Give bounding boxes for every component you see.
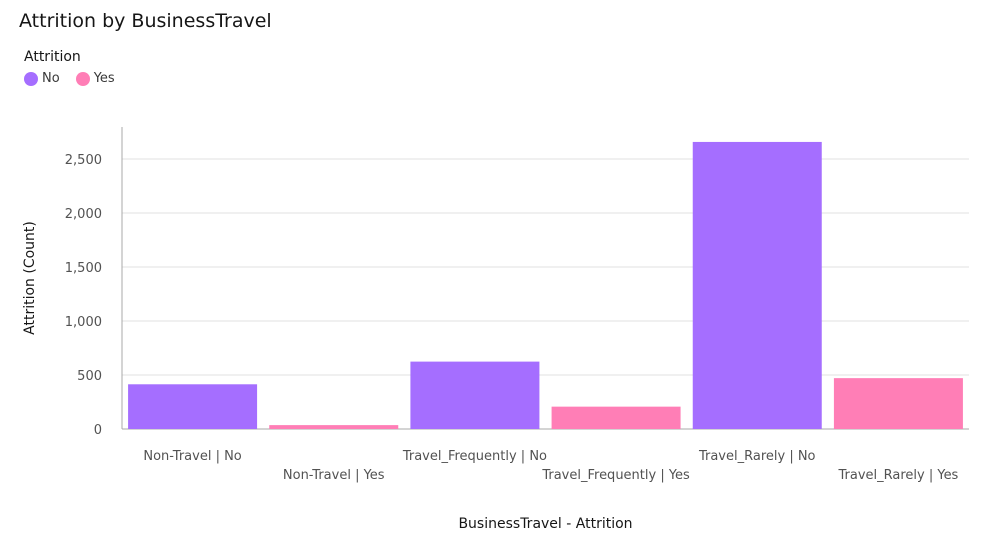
legend-item-no[interactable]: No [24, 71, 60, 86]
bar [833, 378, 963, 429]
x-axis-title: BusinessTravel - Attrition [458, 516, 632, 532]
legend-swatch-yes [75, 71, 90, 86]
bar [551, 406, 681, 429]
y-tick-label: 2,500 [65, 153, 102, 168]
bar [410, 361, 540, 429]
legend-label-no: No [42, 71, 60, 86]
x-tick-label: Travel_Frequently | No [402, 449, 547, 464]
y-axis-title: Attrition (Count) [22, 221, 38, 335]
x-tick-label: Non-Travel | Yes [283, 468, 385, 483]
x-tick-label: Travel_Frequently | Yes [541, 468, 690, 483]
x-tick-label: Travel_Rarely | Yes [837, 468, 958, 483]
y-tick-label: 0 [94, 423, 102, 438]
legend-title: Attrition [24, 49, 81, 65]
y-tick-label: 1,500 [65, 261, 102, 276]
legend-label-yes: Yes [93, 71, 115, 86]
y-tick-label: 500 [77, 369, 102, 384]
legend-item-yes[interactable]: Yes [75, 71, 115, 86]
chart-title: Attrition by BusinessTravel [19, 10, 272, 32]
legend-swatch-no [24, 71, 38, 86]
bar [692, 141, 822, 429]
bar [269, 425, 399, 429]
x-tick-label: Non-Travel | No [143, 449, 241, 464]
y-tick-label: 1,000 [65, 315, 102, 330]
y-tick-label: 2,000 [65, 207, 102, 222]
legend: No Yes [24, 71, 131, 86]
bar [128, 384, 258, 429]
x-tick-label: Travel_Rarely | No [698, 449, 816, 464]
